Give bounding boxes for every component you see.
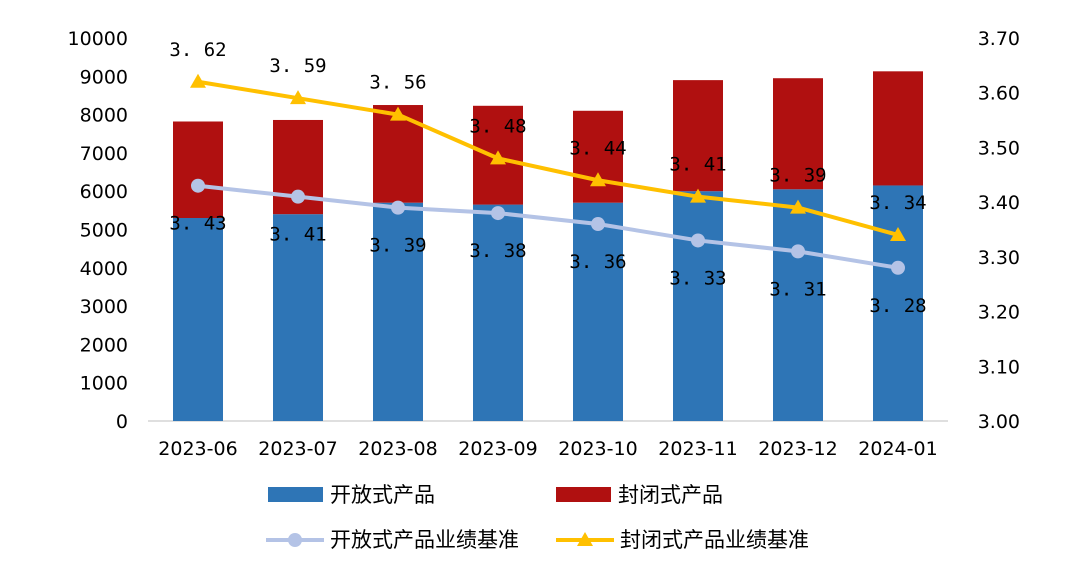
data-label-closed-benchmark: 3. 44 <box>569 137 626 159</box>
data-label-open-benchmark: 3. 43 <box>169 213 226 235</box>
bar-closed-segment <box>873 71 923 186</box>
bar-open-segment <box>373 202 423 421</box>
left-axis-tick-label: 2000 <box>80 334 128 356</box>
marker-closed-benchmark <box>190 73 206 88</box>
data-label-closed-benchmark: 3. 62 <box>169 39 226 61</box>
data-label-open-benchmark: 3. 36 <box>569 251 626 273</box>
x-axis-tick-label: 2023-09 <box>458 438 537 460</box>
data-label-open-benchmark: 3. 28 <box>869 295 926 317</box>
legend-label-closed: 封闭式产品 <box>618 483 723 507</box>
x-axis-tick-label: 2023-10 <box>558 438 637 460</box>
bar-open-segment <box>873 185 923 421</box>
data-label-open-benchmark: 3. 38 <box>469 240 526 262</box>
data-label-closed-benchmark: 3. 56 <box>369 72 426 94</box>
bar-open-segment <box>273 214 323 421</box>
marker-closed-benchmark <box>690 188 706 203</box>
lines <box>190 73 906 275</box>
right-axis-tick-label: 3.00 <box>978 411 1020 433</box>
right-axis-tick-label: 3.20 <box>978 302 1020 324</box>
legend-label-open-benchmark: 开放式产品业绩基准 <box>330 528 519 552</box>
marker-open-benchmark <box>291 189 305 204</box>
line-open-benchmark <box>197 183 899 270</box>
left-axis: 0 1000 2000 3000 4000 5000 6000 7000 8000 9000 100… <box>68 28 128 433</box>
left-axis-tick-label: 8000 <box>80 105 128 127</box>
data-label-open-benchmark: 3. 39 <box>369 235 426 257</box>
x-axis-tick-label: 2023-07 <box>258 438 337 460</box>
legend: 开放式产品 封闭式产品 开放式产品业绩基准 封闭式产品业绩基准 <box>266 483 809 552</box>
data-label-closed-benchmark: 3. 41 <box>669 154 726 176</box>
left-axis-tick-label: 5000 <box>80 220 128 242</box>
marker-open-benchmark <box>791 244 805 259</box>
marker-open-benchmark <box>191 178 205 193</box>
x-axis-tick-label: 2024-01 <box>858 438 937 460</box>
data-label-closed-benchmark: 3. 48 <box>469 115 526 137</box>
marker-open-benchmark <box>691 233 705 248</box>
marker-closed-benchmark <box>490 150 506 165</box>
data-label-closed-benchmark: 3. 34 <box>869 192 926 214</box>
bar-closed-segment <box>173 121 223 219</box>
legend-marker-open-benchmark <box>288 533 302 547</box>
marker-closed-benchmark <box>790 199 806 214</box>
left-axis-tick-label: 9000 <box>80 66 128 88</box>
legend-label-closed-benchmark: 封闭式产品业绩基准 <box>620 528 809 552</box>
bar-open-segment <box>573 202 623 421</box>
marker-open-benchmark <box>891 260 905 275</box>
legend-swatch-open <box>268 487 323 502</box>
bar-open-segment <box>673 191 723 421</box>
bar-open-segment <box>773 189 823 421</box>
right-axis-tick-label: 3.30 <box>978 247 1020 269</box>
marker-closed-benchmark <box>590 172 606 187</box>
bars <box>173 71 923 421</box>
left-axis-tick-label: 0 <box>116 411 128 433</box>
marker-closed-benchmark <box>390 106 406 121</box>
left-axis-tick-label: 1000 <box>80 373 128 395</box>
x-axis: 2023-06 2023-07 2023-08 2023-09 2023-10 2023-… <box>148 420 948 460</box>
bar-closed-segment <box>773 78 823 190</box>
x-axis-tick-label: 2023-08 <box>358 438 437 460</box>
legend-marker-closed-benchmark <box>577 532 593 546</box>
marker-open-benchmark <box>491 206 505 221</box>
data-label-open-benchmark: 3. 41 <box>269 224 326 246</box>
legend-swatch-closed <box>556 487 611 502</box>
right-axis-tick-label: 3.60 <box>978 83 1020 105</box>
right-axis-tick-label: 3.50 <box>978 137 1020 159</box>
bar-closed-segment <box>673 80 723 192</box>
left-axis-tick-label: 3000 <box>80 296 128 318</box>
data-labels: 3. 43 3. 41 3. 39 3. 38 3. 36 3. 33 3. 31 3. 28… <box>169 39 926 317</box>
right-axis-tick-label: 3.40 <box>978 192 1020 214</box>
right-axis-tick-label: 3.10 <box>978 356 1020 378</box>
x-axis-tick-label: 2023-12 <box>758 438 837 460</box>
data-label-open-benchmark: 3. 31 <box>769 278 826 300</box>
x-axis-tick-label: 2023-11 <box>658 438 737 460</box>
bar-open-segment <box>473 204 523 421</box>
line-closed-benchmark <box>197 79 899 237</box>
data-label-closed-benchmark: 3. 39 <box>769 165 826 187</box>
bar-open-segment <box>173 218 223 421</box>
marker-closed-benchmark <box>890 226 906 241</box>
left-axis-tick-label: 10000 <box>68 28 128 50</box>
right-axis-tick-label: 3.70 <box>978 28 1020 50</box>
left-axis-tick-label: 6000 <box>80 181 128 203</box>
left-axis-tick-label: 7000 <box>80 143 128 165</box>
data-label-open-benchmark: 3. 33 <box>669 267 726 289</box>
x-axis-tick-label: 2023-06 <box>158 438 237 460</box>
marker-open-benchmark <box>391 200 405 215</box>
legend-label-open: 开放式产品 <box>330 483 435 507</box>
right-axis: 3.00 3.10 3.20 3.30 3.40 3.50 3.60 3.70 <box>978 28 1020 433</box>
bar-closed-segment <box>573 110 623 203</box>
marker-open-benchmark <box>591 217 605 232</box>
data-label-closed-benchmark: 3. 59 <box>269 55 326 77</box>
marker-closed-benchmark <box>290 90 306 105</box>
left-axis-tick-label: 4000 <box>80 258 128 280</box>
